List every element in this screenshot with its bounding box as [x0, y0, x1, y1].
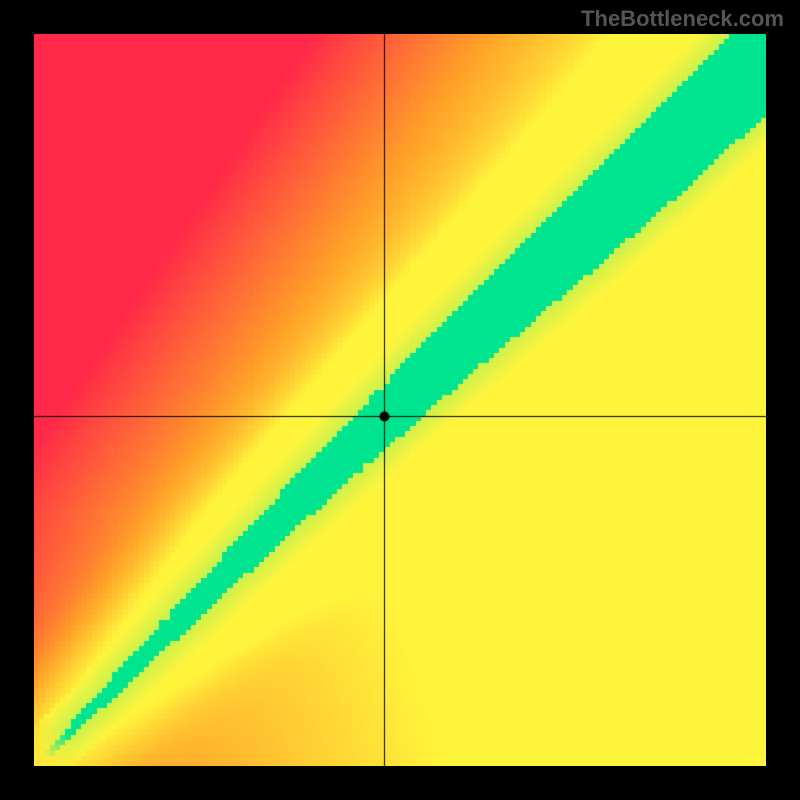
watermark-text: TheBottleneck.com [581, 6, 784, 32]
chart-container: TheBottleneck.com [0, 0, 800, 800]
bottleneck-heatmap [34, 34, 766, 766]
